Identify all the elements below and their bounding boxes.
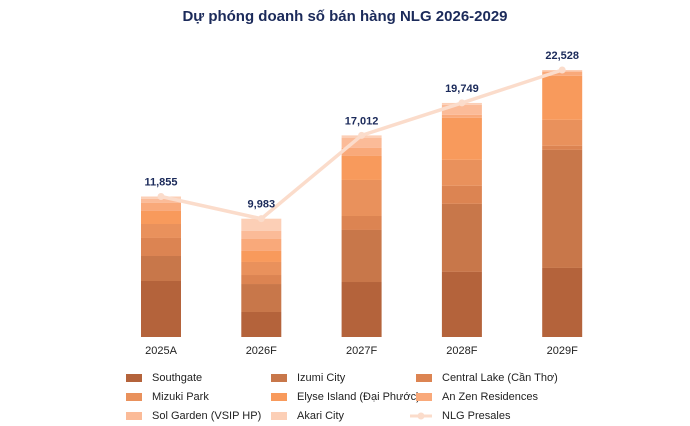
bar-segment <box>341 229 382 283</box>
bar-segment <box>542 119 583 146</box>
line-point <box>558 66 566 74</box>
bar-segment <box>341 155 382 180</box>
bar-segment <box>441 114 482 118</box>
legend-label: An Zen Residences <box>442 391 538 403</box>
legend-swatch <box>271 374 287 382</box>
bar-segment <box>542 145 583 150</box>
bar-segment <box>341 215 382 230</box>
bar-segment <box>542 71 583 76</box>
bar-segment <box>141 255 181 281</box>
legend-label: Akari City <box>297 410 345 422</box>
bar-segment <box>241 284 282 312</box>
data-label: 22,528 <box>545 50 579 62</box>
bar-segment <box>441 117 482 160</box>
bar-segment <box>141 210 181 224</box>
data-label: 9,983 <box>248 199 276 211</box>
bar-segment <box>141 237 181 256</box>
x-tick-label: 2029F <box>547 345 578 357</box>
data-label: 19,749 <box>445 83 479 95</box>
bar-segment <box>341 282 382 337</box>
legend-label: NLG Presales <box>442 410 511 422</box>
bar-segment <box>241 250 282 262</box>
legend-swatch <box>126 393 142 401</box>
legend-swatch <box>271 393 287 401</box>
legend-swatch <box>126 374 142 382</box>
bar-segment <box>141 223 181 238</box>
legend-label: Mizuki Park <box>152 391 209 403</box>
legend-swatch <box>416 393 432 401</box>
bar-segment <box>241 230 282 239</box>
bar-segment <box>241 261 282 276</box>
legend-label: Izumi City <box>297 372 346 384</box>
bar-segment <box>441 185 482 204</box>
bar-segment <box>441 271 482 337</box>
legend-label: Elyse Island (Đại Phước) <box>297 391 420 403</box>
legend-label: Central Lake (Cần Thơ) <box>442 372 558 384</box>
legend-label: Sol Garden (VSIP HP) <box>152 410 261 422</box>
legend-swatch <box>416 374 432 382</box>
bar-segment <box>341 179 382 216</box>
legend-label: Southgate <box>152 372 202 384</box>
bar-segment <box>441 203 482 272</box>
bar-segment <box>341 147 382 156</box>
line-point <box>257 215 265 223</box>
bar-segment <box>241 218 282 231</box>
bar-segment <box>141 280 181 337</box>
bar-segment <box>542 75 583 120</box>
bar-segment <box>542 149 583 268</box>
legend-marker <box>417 412 425 420</box>
line-point <box>358 131 366 139</box>
bar-segment <box>141 198 181 203</box>
bar-segment <box>241 311 282 337</box>
x-tick-label: 2027F <box>346 345 377 357</box>
bar-segment <box>241 275 282 285</box>
chart-title: Dự phóng doanh số bán hàng NLG 2026-2029 <box>182 8 507 25</box>
bar-segment <box>241 238 282 251</box>
legend-swatch <box>271 412 287 420</box>
bar-segment <box>141 202 181 211</box>
bar-segment <box>542 267 583 337</box>
legend-swatch <box>126 412 142 420</box>
x-tick-label: 2025A <box>145 345 177 357</box>
bar-segment <box>441 159 482 186</box>
x-tick-label: 2028F <box>446 345 477 357</box>
line-point <box>157 192 165 200</box>
bar-segment <box>341 137 382 148</box>
bar-segment <box>441 104 482 115</box>
data-label: 17,012 <box>345 115 379 127</box>
x-tick-label: 2026F <box>246 345 277 357</box>
data-label: 11,855 <box>144 176 177 188</box>
line-point <box>458 99 466 107</box>
